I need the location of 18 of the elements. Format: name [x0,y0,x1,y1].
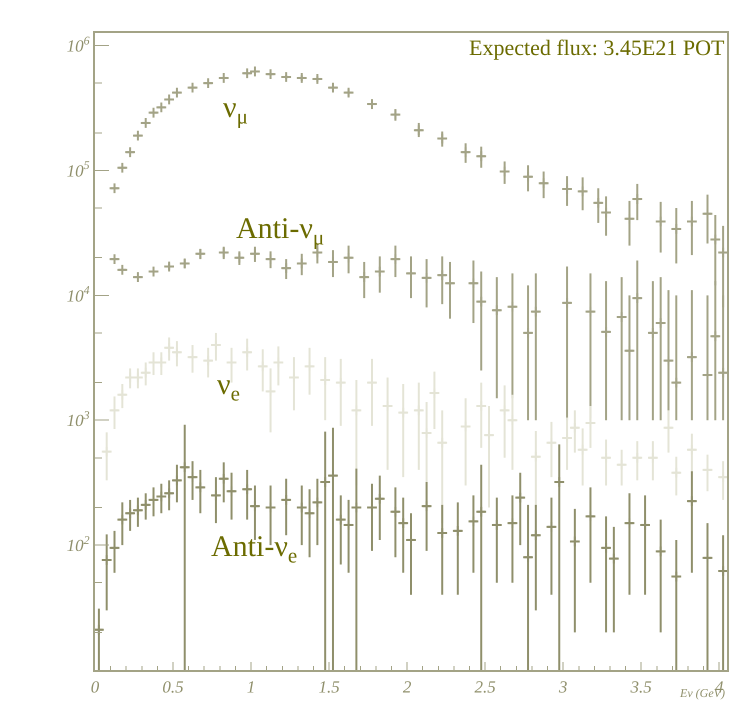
x-tick-label: 0.5 [162,677,184,696]
y-tick-label: 10$^{4}$ [66,283,90,306]
y-tick-label: 10$^{2}$ [66,532,90,556]
x-tick-label: 3.5 [630,677,652,696]
x-tick-label: 2 [402,677,412,696]
y-tick-label: 10$^{3}$ [66,408,90,430]
x-tick-label: 2.5 [474,677,496,696]
x-tick-label: 1 [246,677,256,696]
x-tick-label: 1.5 [318,677,340,696]
x-tick-label: 3 [558,677,568,696]
legend-label: ν$_{e}$ [217,368,240,406]
legend-label: Anti-ν$_{μ}$ [236,212,324,250]
x-tick-label: 0 [90,677,100,696]
legend-label: ν$_{μ}$ [223,91,248,128]
series-label: Anti-ν$_{e}$ [211,530,298,568]
annotation: Expected flux: 3.45E21 POT [469,35,725,60]
y-tick-label: 10$^{5}$ [66,158,90,180]
y-tick-label: 10$^{6}$ [66,33,90,56]
